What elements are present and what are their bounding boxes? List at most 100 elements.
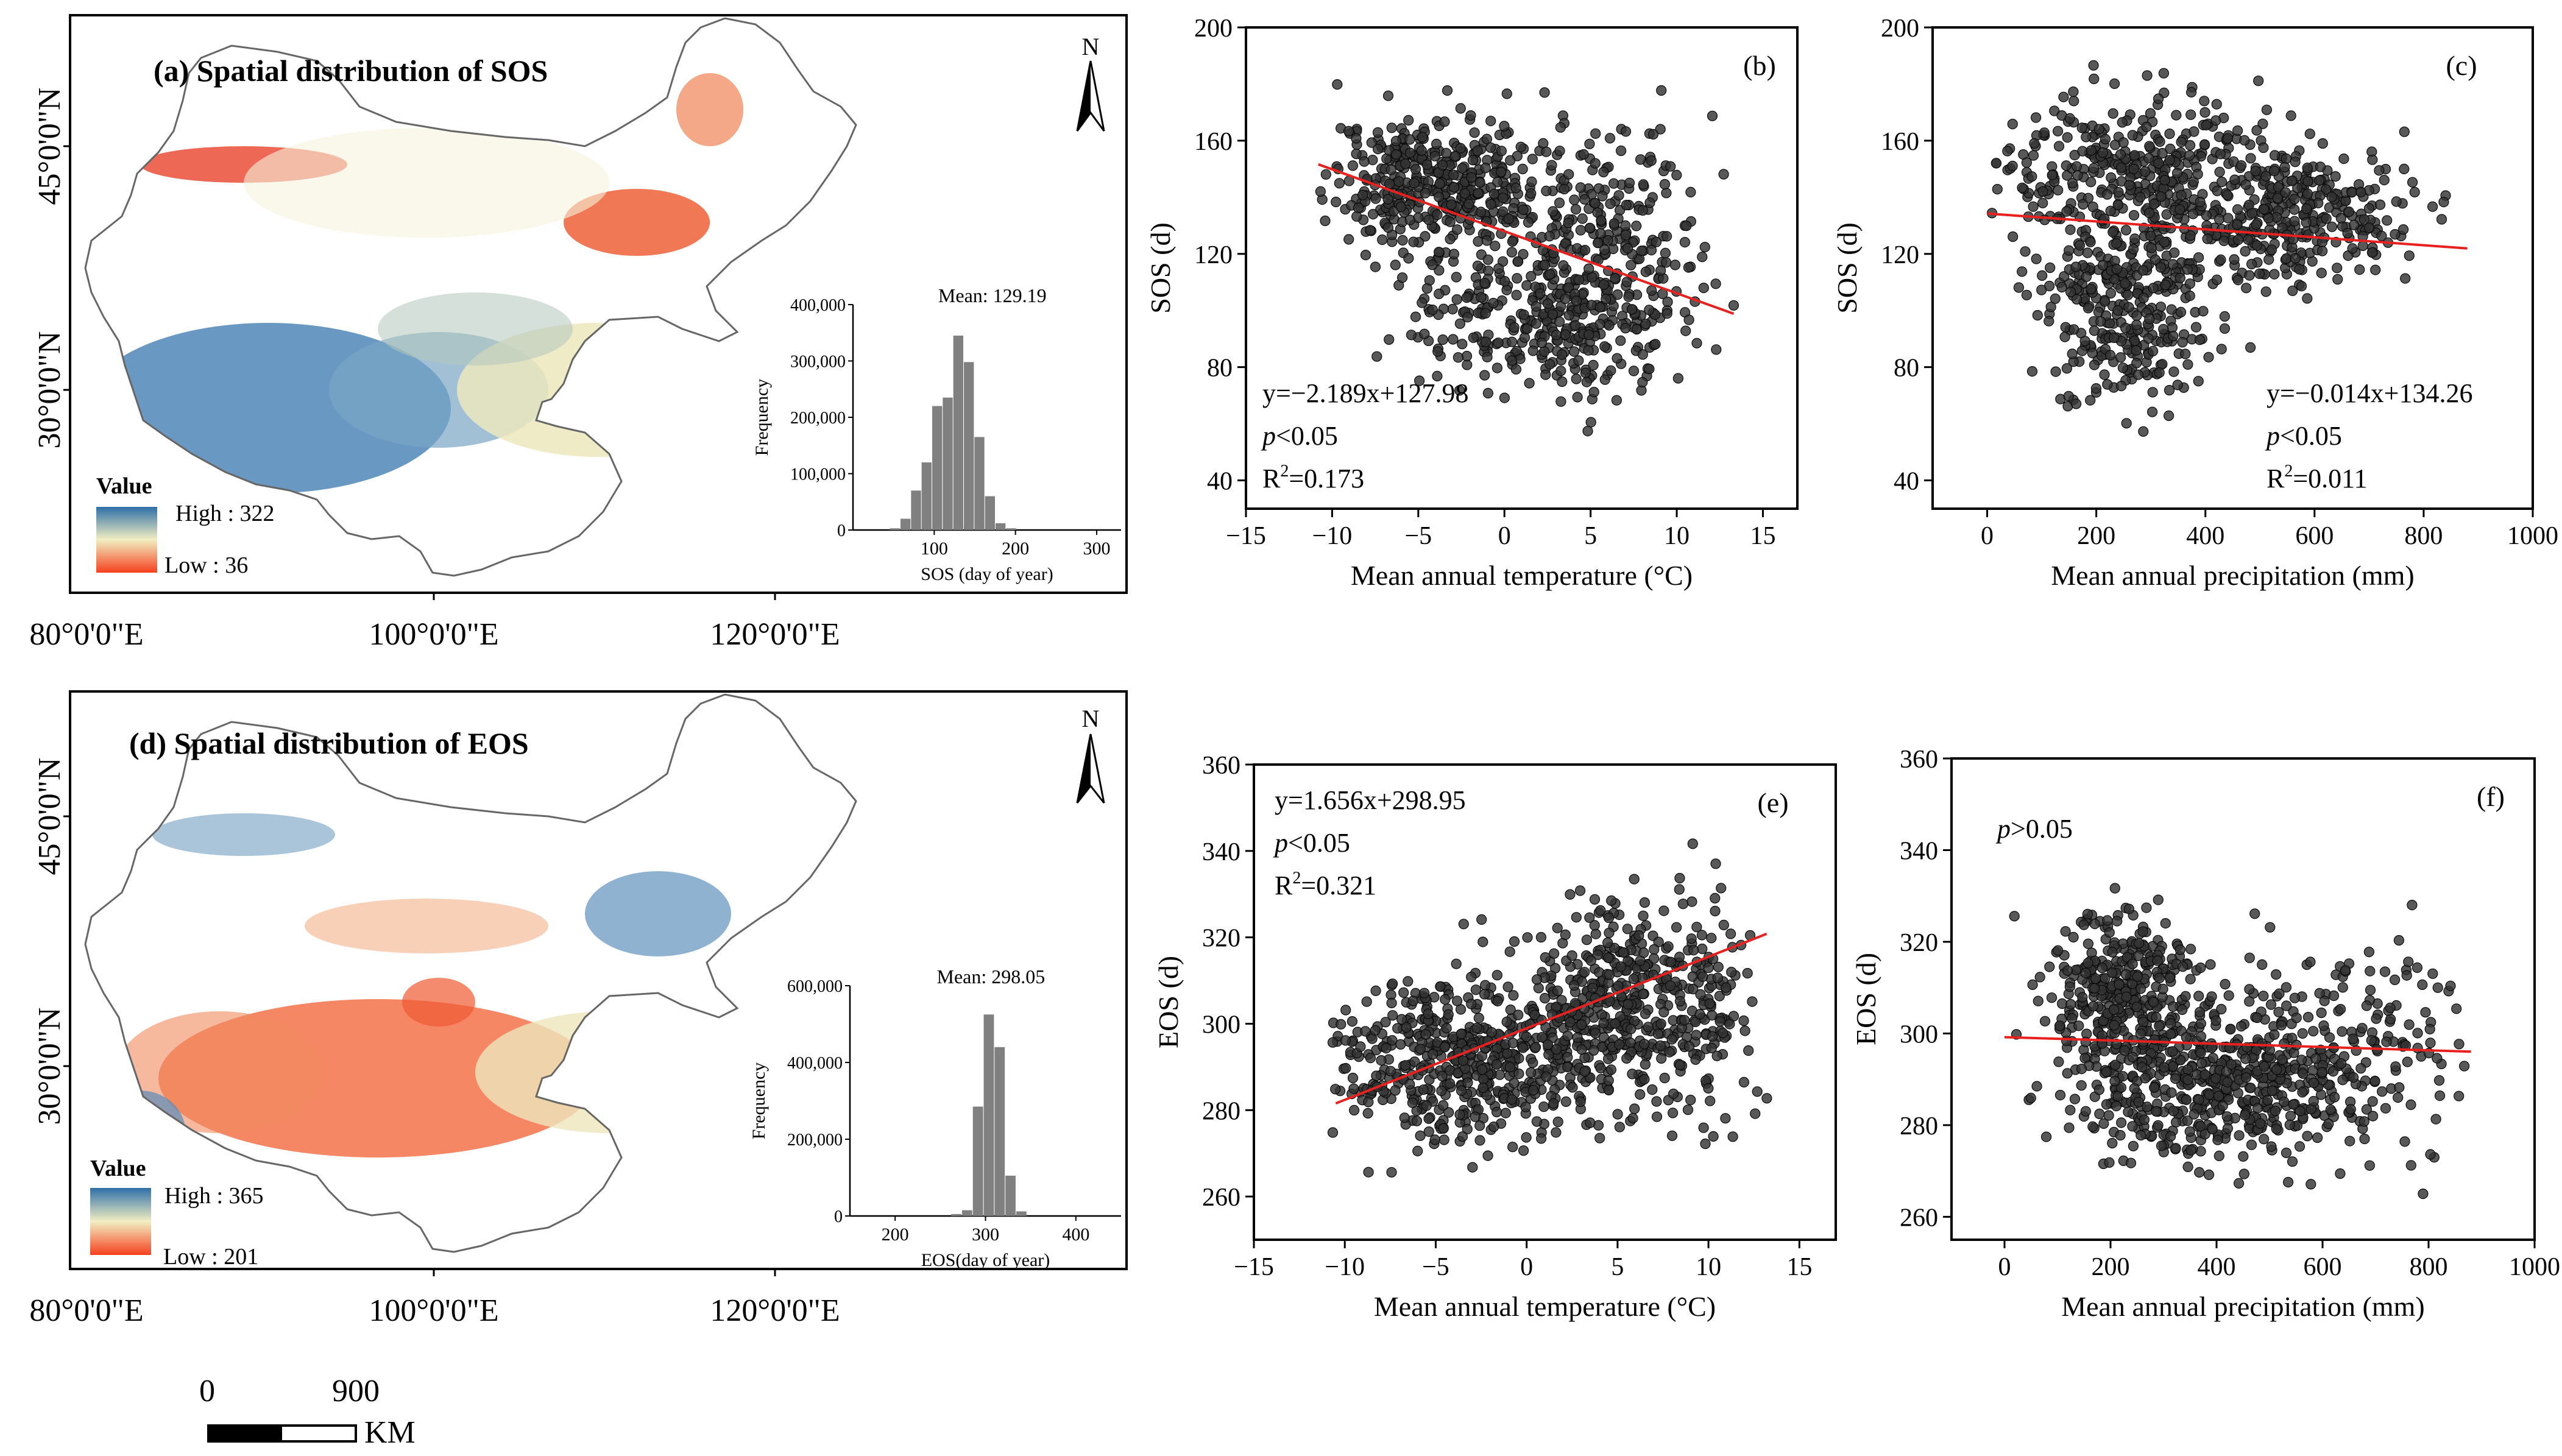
- data-point: [1711, 1050, 1722, 1061]
- data-point: [2164, 155, 2175, 166]
- data-point: [2294, 1141, 2305, 1152]
- data-point: [2114, 979, 2125, 990]
- data-point: [1351, 211, 1362, 222]
- data-point: [1477, 1064, 1488, 1075]
- data-point: [2251, 219, 2262, 230]
- data-point: [1481, 235, 1492, 246]
- data-point: [2168, 259, 2179, 270]
- data-point: [1555, 122, 1566, 133]
- data-point: [1457, 1131, 1468, 1142]
- scatter-panel-b: −15 −10 −5 0 5 10 15 40 80 120 160 200 Mean annual t…: [1145, 15, 1799, 591]
- data-point: [2186, 87, 2197, 97]
- data-point: [1696, 930, 1707, 941]
- data-point: [2223, 990, 2234, 1001]
- data-point: [2184, 150, 2195, 161]
- data-point: [1651, 1096, 1662, 1107]
- data-point: [1703, 963, 1714, 974]
- data-point: [1451, 958, 1462, 969]
- data-point: [2342, 228, 2353, 239]
- data-point: [2374, 199, 2386, 210]
- data-point: [2142, 70, 2153, 81]
- data-point: [2180, 348, 2191, 359]
- data-point: [2258, 991, 2269, 1002]
- data-point: [1510, 183, 1521, 194]
- data-point: [2065, 286, 2076, 297]
- data-point: [1526, 176, 1537, 187]
- data-point: [1496, 166, 1507, 177]
- x-tick-label: 5: [1584, 522, 1597, 550]
- data-point: [1530, 318, 1541, 329]
- y-axis-label: EOS (d): [1850, 953, 1881, 1045]
- data-point: [2132, 369, 2143, 380]
- data-point: [1400, 158, 1411, 169]
- data-point: [2061, 160, 2072, 171]
- data-point: [1488, 188, 1499, 199]
- data-point: [1614, 1122, 1625, 1133]
- y-tick-label: 80: [1894, 355, 1919, 383]
- data-point: [2279, 161, 2290, 173]
- data-point: [2113, 187, 2124, 198]
- data-point: [2412, 1028, 2423, 1039]
- hist-y-tick-label: 600,000: [787, 977, 843, 996]
- hist-y-tick-label: 100,000: [790, 465, 846, 484]
- data-point: [1558, 260, 1569, 271]
- data-point: [1403, 253, 1414, 264]
- data-point: [1622, 924, 1633, 935]
- data-point: [2347, 243, 2358, 254]
- data-point: [1635, 154, 1646, 165]
- data-point: [1442, 85, 1453, 96]
- data-point: [2077, 146, 2088, 157]
- data-point: [2368, 1111, 2379, 1122]
- x-axis-label: Mean annual precipitation (mm): [2061, 1291, 2425, 1322]
- data-point: [2076, 345, 2087, 356]
- data-point: [1480, 308, 1491, 319]
- data-point: [1697, 971, 1708, 982]
- data-point: [2056, 281, 2067, 292]
- data-point: [1518, 204, 1529, 215]
- data-point: [1463, 199, 1474, 210]
- data-point: [1355, 1041, 1366, 1052]
- data-point: [2289, 216, 2300, 227]
- data-point: [1537, 1031, 1548, 1043]
- lat-label-30: 30°0'0"N: [32, 331, 67, 449]
- data-point: [2405, 1099, 2416, 1111]
- data-point: [2355, 187, 2366, 198]
- data-point: [2095, 316, 2106, 327]
- data-point: [1588, 386, 1599, 398]
- data-point: [1343, 234, 1354, 245]
- data-point: [2336, 1058, 2347, 1069]
- data-point: [1453, 352, 1463, 363]
- data-point: [2219, 323, 2231, 334]
- data-point: [1493, 337, 1504, 348]
- data-point: [2266, 244, 2277, 255]
- lon-label-120: 120°0'0"E: [710, 1293, 840, 1328]
- data-point: [2236, 160, 2247, 171]
- data-point: [1646, 285, 1657, 296]
- data-point: [1628, 366, 1640, 376]
- data-point: [2400, 273, 2411, 284]
- data-point: [2139, 1114, 2150, 1125]
- data-point: [2033, 995, 2044, 1006]
- data-point: [2031, 1081, 2042, 1092]
- data-point: [1703, 1083, 1714, 1094]
- data-point: [1535, 931, 1546, 943]
- data-point: [1710, 905, 1721, 917]
- data-point: [2008, 231, 2019, 242]
- data-point: [2266, 1141, 2277, 1152]
- data-point: [2203, 1169, 2215, 1181]
- data-point: [2097, 963, 2107, 974]
- y-tick-label: 360: [1900, 746, 1938, 774]
- data-point: [2366, 1035, 2377, 1046]
- data-point: [1469, 127, 1480, 138]
- data-point: [2128, 163, 2139, 175]
- data-point: [2195, 1047, 2206, 1059]
- data-point: [1518, 1145, 1529, 1156]
- r-superscript: 2: [2284, 462, 2293, 481]
- data-point: [2164, 384, 2175, 396]
- data-point: [1714, 991, 1725, 1002]
- data-point: [2041, 1131, 2052, 1142]
- data-point: [1605, 1064, 1616, 1075]
- data-point: [1613, 190, 1624, 201]
- data-point: [1551, 330, 1562, 341]
- data-point: [1560, 329, 1571, 340]
